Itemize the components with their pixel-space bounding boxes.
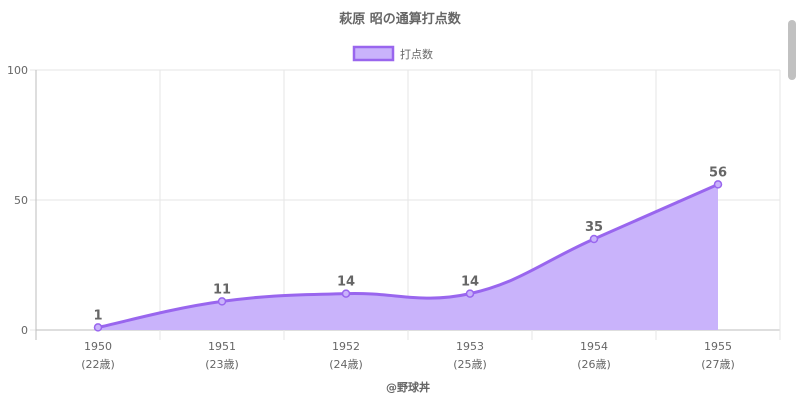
x-tick-sublabel: (23歳) <box>205 358 239 371</box>
x-tick-label: 1950 <box>84 340 112 353</box>
x-tick-label: 1953 <box>456 340 484 353</box>
y-tick-label: 50 <box>14 194 28 207</box>
data-point <box>713 180 723 189</box>
y-tick-label: 100 <box>7 64 28 77</box>
y-axis-ticks: 0 50 100 <box>7 64 28 337</box>
series-layer <box>93 180 723 332</box>
x-tick-label: 1952 <box>332 340 360 353</box>
data-point <box>217 297 227 306</box>
x-tick-sublabel: (27歳) <box>701 358 735 371</box>
legend-swatch <box>352 45 395 62</box>
series-area <box>98 184 718 330</box>
x-axis-ticks: 1950 (22歳) 1951 (23歳) 1952 (24歳) 1953 (25歳) 1954… <box>81 340 735 371</box>
data-label: 1 <box>93 308 102 323</box>
data-point <box>589 234 599 244</box>
data-label: 35 <box>585 220 603 235</box>
series-line <box>97 183 719 329</box>
x-tick-label: 1951 <box>208 340 236 353</box>
x-tick-sublabel: (22歳) <box>81 358 115 371</box>
x-tick-label: 1954 <box>580 340 608 353</box>
data-point <box>341 289 351 298</box>
x-tick-sublabel: (24歳) <box>329 358 363 371</box>
legend[interactable]: 打点数 <box>352 45 433 62</box>
data-label: 56 <box>709 165 727 180</box>
data-label: 11 <box>213 282 231 297</box>
data-point <box>465 289 475 298</box>
scrollbar-thumb[interactable] <box>788 20 796 80</box>
chart-title: 萩原 昭の通算打点数 <box>338 11 462 27</box>
x-tick-sublabel: (26歳) <box>577 358 611 371</box>
x-tick-label: 1955 <box>704 340 732 353</box>
data-label: 14 <box>337 275 355 290</box>
y-tick-label: 0 <box>21 324 28 337</box>
data-point <box>93 323 103 332</box>
x-tick-sublabel: (25歳) <box>453 358 487 371</box>
footer-credit: @野球丼 <box>386 380 430 394</box>
legend-label: 打点数 <box>400 47 433 61</box>
data-label: 14 <box>461 275 479 290</box>
